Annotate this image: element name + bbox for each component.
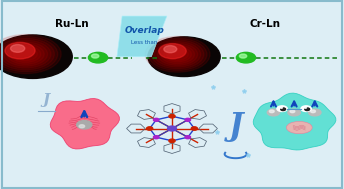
Circle shape [10, 46, 41, 63]
Text: J: J [43, 93, 50, 107]
Circle shape [281, 108, 286, 111]
Circle shape [145, 36, 210, 72]
Circle shape [154, 42, 201, 67]
Circle shape [3, 42, 47, 66]
Circle shape [277, 106, 287, 112]
Circle shape [304, 107, 307, 108]
Polygon shape [117, 16, 167, 57]
Text: J: J [228, 111, 243, 142]
Circle shape [153, 118, 159, 121]
Circle shape [0, 36, 58, 72]
Circle shape [236, 52, 256, 63]
Polygon shape [50, 98, 119, 149]
Circle shape [11, 45, 25, 52]
Circle shape [148, 38, 207, 70]
Circle shape [88, 52, 108, 63]
Circle shape [309, 109, 321, 116]
Circle shape [185, 136, 191, 139]
Circle shape [168, 126, 176, 131]
Circle shape [305, 108, 310, 111]
Circle shape [288, 109, 300, 116]
Text: Overlap: Overlap [125, 26, 164, 35]
Circle shape [159, 44, 186, 59]
Circle shape [153, 136, 159, 139]
Circle shape [185, 118, 191, 121]
Polygon shape [253, 93, 336, 150]
Circle shape [147, 127, 153, 130]
Circle shape [148, 37, 220, 77]
Circle shape [269, 110, 274, 113]
Circle shape [164, 47, 192, 62]
Circle shape [158, 43, 198, 65]
Circle shape [79, 125, 85, 128]
Circle shape [0, 35, 72, 78]
Circle shape [267, 109, 280, 116]
Circle shape [151, 40, 204, 69]
Text: Less than: Less than [131, 40, 158, 45]
Text: Cr-Ln: Cr-Ln [249, 19, 280, 29]
Circle shape [311, 110, 315, 113]
Circle shape [92, 54, 99, 58]
Circle shape [5, 42, 35, 59]
Circle shape [169, 139, 175, 143]
Circle shape [169, 115, 175, 118]
Circle shape [191, 127, 197, 130]
Circle shape [161, 45, 195, 64]
Circle shape [164, 46, 177, 53]
Circle shape [239, 54, 247, 58]
Circle shape [280, 107, 282, 108]
Circle shape [0, 38, 54, 70]
Circle shape [301, 106, 311, 112]
Circle shape [14, 48, 37, 61]
Circle shape [290, 110, 295, 113]
Circle shape [0, 40, 51, 68]
Text: Ru-Ln: Ru-Ln [55, 19, 89, 29]
Ellipse shape [286, 122, 312, 134]
Circle shape [7, 44, 44, 64]
Circle shape [77, 121, 92, 129]
Circle shape [167, 48, 189, 60]
Circle shape [0, 35, 61, 74]
